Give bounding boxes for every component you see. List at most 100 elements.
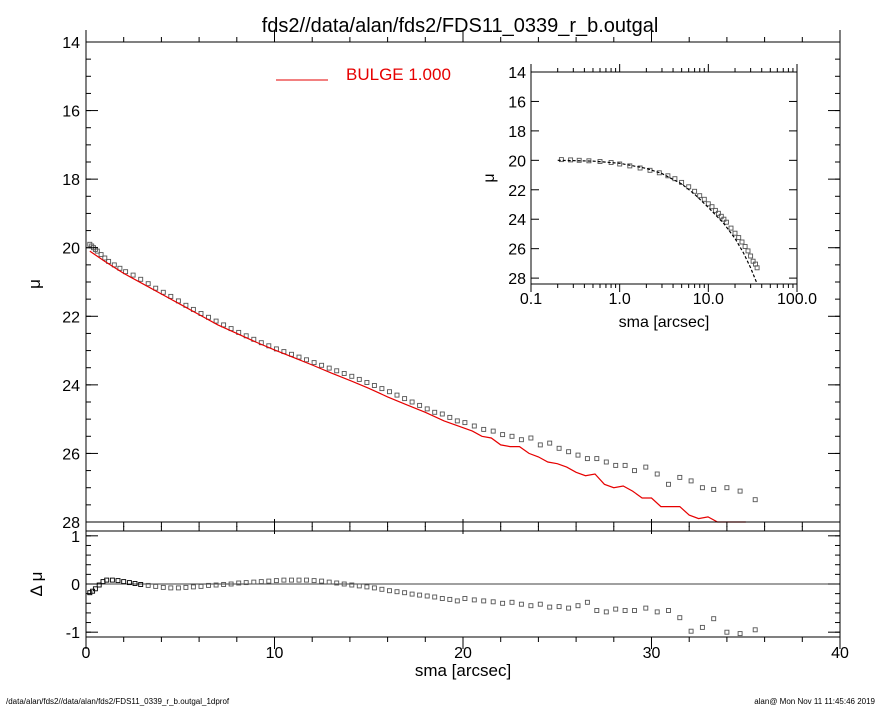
residual-series-0-point (109, 577, 115, 583)
main-series-0-point (654, 471, 660, 477)
inset-series-0-point (627, 163, 633, 169)
main-series-0-point (454, 418, 460, 424)
residual-series-1-point (296, 577, 302, 583)
inset-series-0-point (721, 216, 727, 222)
inset-x-tick-label: 0.1 (520, 291, 542, 308)
residual-series-1-point (613, 606, 619, 612)
main-series-0-point (613, 462, 619, 468)
main-series-0-point (632, 468, 637, 474)
inset-x-axis-label: sma [arcsec] (619, 314, 710, 331)
main-y-tick-label: 28 (62, 515, 80, 532)
residual-series-1-point (454, 598, 460, 604)
residual-series-1-point (424, 593, 430, 599)
main-series-0-point (417, 402, 423, 408)
main-series-0-point (356, 376, 362, 382)
residual-series-1-point (409, 591, 415, 597)
residual-series-0-point (121, 579, 127, 585)
inset-plot: 14 16 18 20 22 24 26 28 0.1 1.0 10.0 100.0 μ sma [… (481, 64, 817, 331)
main-series-0-point (364, 380, 370, 385)
inset-y-tick-label: 18 (508, 124, 526, 141)
main-series-0-point (500, 432, 506, 438)
main-series-0-point (462, 420, 468, 426)
residual-series-1-point (490, 599, 496, 605)
residual-series-0-point (126, 580, 132, 586)
main-series-0-point (409, 399, 415, 405)
inset-x-ticks: 0.1 1.0 10.0 100.0 (520, 64, 817, 308)
residual-series-0-point (104, 577, 110, 583)
legend-label: BULGE 1.000 (346, 65, 451, 84)
residual-series-1-point (228, 581, 234, 587)
residual-series-1-point (198, 583, 204, 589)
residual-series-1-point (447, 596, 453, 602)
main-series-0-point (304, 357, 309, 363)
main-series-0-point (394, 392, 400, 398)
residual-series-1-point (289, 577, 294, 583)
inset-y-tick-label: 24 (508, 212, 526, 229)
main-series-0-point (594, 456, 600, 462)
inset-series-0-point (736, 235, 742, 241)
inset-x-tick-label: 100.0 (777, 291, 817, 308)
residual-series-1-point (643, 605, 649, 611)
inset-series-1-line (557, 159, 758, 283)
residual-series-1-point (699, 624, 705, 630)
main-series-0-point (584, 456, 590, 462)
residual-x-ticks: 0 10 20 30 40 (82, 519, 849, 662)
inset-background (531, 72, 797, 284)
residual-series-1-point (213, 582, 219, 588)
main-series-0-point (566, 449, 572, 455)
inset-series-0-point (715, 210, 721, 216)
x-tick-label: 30 (643, 645, 661, 662)
inset-series-0-point (723, 219, 729, 225)
main-y-tick-label: 20 (62, 241, 80, 258)
main-series-0-point (371, 383, 377, 388)
residual-series-1-point (266, 578, 272, 584)
inset-series-0-point (754, 265, 760, 271)
x-tick-label: 0 (82, 645, 91, 662)
inset-series-0-point (568, 157, 574, 163)
residual-series-1-point (168, 585, 174, 591)
residual-series-1-point (737, 631, 743, 637)
residual-series-1-point (160, 584, 166, 590)
main-series-0-point (341, 371, 347, 376)
main-series-0-point (334, 368, 340, 374)
main-series-0-point (737, 488, 743, 494)
main-series-0-point (537, 442, 543, 448)
main-series-0-point (481, 426, 487, 432)
residual-series-1-point (603, 609, 609, 615)
main-series-0-point (311, 360, 317, 366)
main-y-tick-label: 14 (62, 35, 80, 52)
inset-series-0-point (742, 244, 748, 249)
residual-series-1-point (537, 601, 543, 607)
residual-series-1-point (258, 579, 264, 585)
residual-series-1-point (417, 592, 423, 598)
main-plot-marks (87, 241, 758, 523)
main-series-0-point (447, 414, 453, 420)
residual-series-1-point (724, 629, 730, 635)
main-series-0-point (213, 318, 219, 324)
main-series-0-point (326, 365, 332, 371)
residual-series-1-point (432, 594, 438, 600)
residual-series-1-point (356, 583, 362, 589)
residual-series-1-point (183, 584, 189, 590)
residual-series-1-point (311, 578, 317, 584)
main-series-0-point (319, 362, 325, 368)
inset-series-0-point (697, 193, 703, 199)
footer-right: alan@ Mon Nov 11 11:45:46 2019 (754, 697, 875, 706)
residual-series-1-point (236, 580, 242, 586)
main-y-tick-label: 16 (62, 104, 80, 121)
main-series-0-point (622, 462, 628, 468)
main-series-0-point (724, 485, 730, 491)
main-series-0-point (387, 389, 392, 395)
main-series-0-point (439, 411, 445, 417)
residual-series-1-point (439, 596, 445, 601)
residual-series-1-point (334, 580, 340, 586)
main-series-0-point (471, 423, 477, 429)
inset-series-0-point (705, 201, 711, 207)
residual-series-1-point (752, 627, 758, 633)
main-y-tick-label: 26 (62, 446, 80, 463)
main-series-0-point (123, 269, 129, 275)
main-series-0-point (379, 386, 385, 392)
inset-series-0-point (558, 157, 564, 163)
inset-series-0-point (656, 170, 662, 176)
main-series-0-point (688, 478, 694, 484)
